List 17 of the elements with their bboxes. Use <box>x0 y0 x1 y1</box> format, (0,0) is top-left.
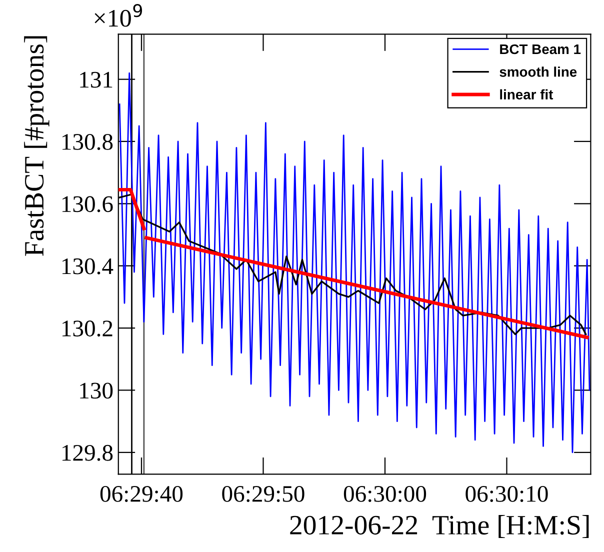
y-tick-label: 130.8 <box>62 134 113 150</box>
y-tick-label: 130 <box>80 382 113 399</box>
y-tick-label: 129.8 <box>62 444 113 461</box>
text: ×10$^{9}$ <box>94 4 142 27</box>
x-tick-label: 06:29:50 <box>222 486 304 502</box>
legend-label: linear fit <box>500 89 554 100</box>
y-tick-label: 130.4 <box>62 258 114 274</box>
legend-label: BCT Beam 1 <box>500 44 581 54</box>
y-tick-label: 131 <box>80 72 112 88</box>
x-tick-label: 06:30:10 <box>466 486 548 502</box>
legend-label: smooth line <box>500 66 577 77</box>
x-tick-label: 06:30:00 <box>344 486 426 502</box>
y-tick-label: 130.2 <box>62 320 112 337</box>
y-axis-title: FastBCT [#protons] <box>24 36 50 256</box>
x-tick-label: 06:29:40 <box>100 486 183 502</box>
x-axis-title: 2012-06-22 Time [H:M:S] <box>290 515 589 538</box>
y-tick-label: 130.6 <box>62 196 113 212</box>
